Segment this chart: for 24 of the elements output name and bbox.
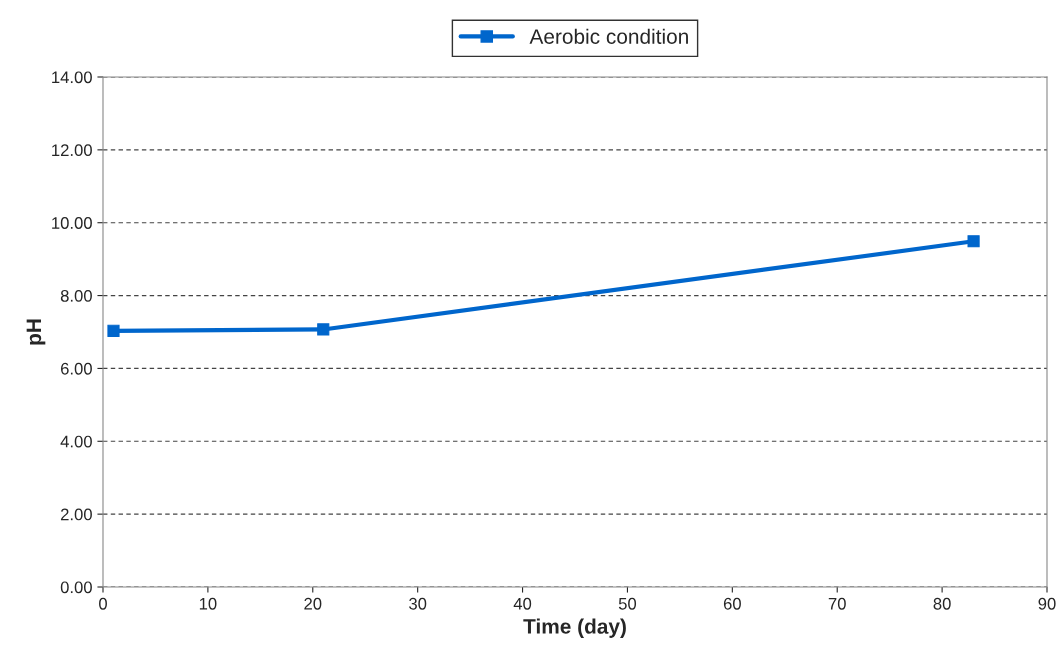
- x-tick-label: 0: [99, 597, 107, 610]
- y-tick-label: 6.00: [60, 362, 92, 375]
- x-tick-label: 50: [618, 597, 637, 610]
- x-tick-label: 40: [513, 597, 532, 610]
- point: [317, 323, 330, 336]
- x-tick-label: 80: [933, 597, 951, 610]
- x-tick-label: 70: [828, 597, 846, 610]
- point: [107, 324, 120, 337]
- x-tick-label: 10: [199, 597, 217, 610]
- legend-label: Aerobic condition: [529, 28, 688, 44]
- y-tick-label: 10.00: [52, 217, 92, 229]
- y-tick-label: 8.00: [60, 289, 92, 302]
- y-tick-label: 12.00: [52, 144, 92, 157]
- x-axis-title: Time (day): [523, 618, 626, 638]
- x-tick-label: 60: [723, 597, 741, 610]
- y-axis-title: pH: [26, 319, 46, 345]
- x-tick-label: 20: [304, 597, 322, 610]
- y-tick-label: 4.00: [60, 435, 92, 448]
- point: [967, 235, 980, 248]
- y-tick-label: 14.00: [52, 71, 92, 84]
- y-tick-label: 0.00: [60, 581, 92, 594]
- x-tick-label: 30: [409, 597, 427, 610]
- x-tick-label: 90: [1038, 597, 1056, 610]
- y-tick-label: 2.00: [60, 508, 92, 521]
